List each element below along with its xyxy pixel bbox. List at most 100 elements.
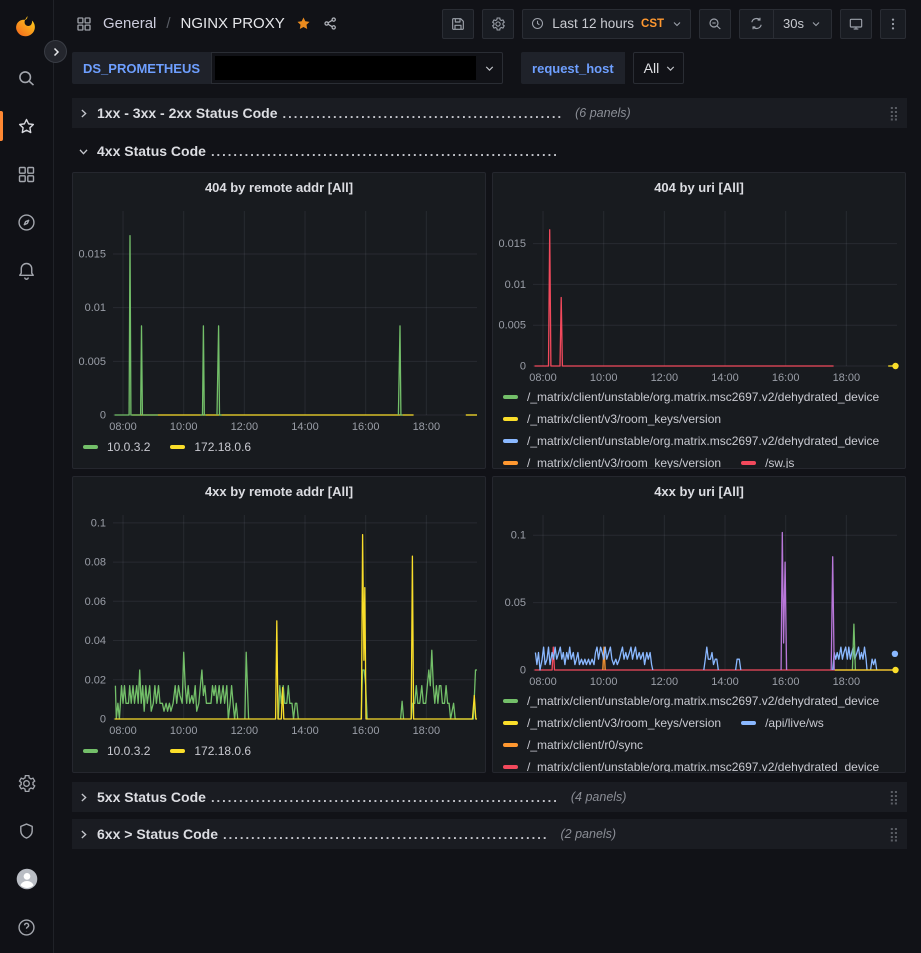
legend-item[interactable]: /_matrix/client/unstable/org.matrix.msc2… (503, 694, 879, 708)
legend-label: 172.18.0.6 (194, 744, 252, 758)
chart-canvas[interactable]: 08:00 10:00 12:00 14:00 16:00 18:00 0 0.05 0.1 (493, 505, 905, 690)
refresh-interval-picker[interactable]: 30s (773, 9, 831, 38)
sidebar-item-dashboards[interactable] (0, 150, 54, 198)
svg-text:0.04: 0.04 (85, 635, 106, 647)
panel-title[interactable]: 404 by uri [All] (654, 179, 744, 195)
legend-label: /_matrix/client/v3/room_keys/version (527, 716, 722, 730)
svg-text:16:00: 16:00 (772, 676, 800, 688)
legend-item[interactable]: /_matrix/client/v3/room_keys/version (503, 716, 721, 730)
panel-title[interactable]: 4xx by remote addr [All] (204, 483, 354, 499)
panel-title[interactable]: 4xx by uri [All] (654, 483, 744, 499)
row-header-4xx[interactable]: 4xx Status Code ........................… (72, 136, 907, 166)
breadcrumb-section[interactable]: General (103, 15, 157, 32)
svg-text:10:00: 10:00 (170, 421, 198, 433)
user-avatar (16, 868, 37, 890)
sidebar-item-profile[interactable] (0, 855, 54, 903)
svg-text:0.1: 0.1 (91, 517, 106, 529)
legend-item[interactable]: /_matrix/client/unstable/org.matrix.msc2… (503, 434, 879, 448)
row-drag-handle[interactable]: ⣿ (888, 105, 899, 121)
clock-icon (532, 17, 544, 30)
dashboard-title[interactable]: NGINX PROXY (180, 15, 285, 32)
legend-item[interactable]: 172.18.0.6 (170, 744, 251, 758)
svg-text:08:00: 08:00 (109, 421, 137, 433)
sidebar-item-explore[interactable] (0, 198, 54, 246)
chart-canvas[interactable]: 08:00 10:00 12:00 14:00 16:00 18:00 0 0.02 0.04 0… (73, 505, 485, 739)
svg-text:0.015: 0.015 (78, 248, 106, 260)
help-icon (18, 918, 35, 936)
chevron-right-icon (77, 107, 90, 120)
legend-row: /_matrix/client/unstable/org.matrix.msc2… (503, 430, 895, 452)
time-range-picker[interactable]: Last 12 hours CST (522, 8, 692, 39)
legend-label: 172.18.0.6 (194, 440, 252, 454)
legend-item[interactable]: /_matrix/client/r0/sync (503, 738, 643, 752)
gear-icon (18, 774, 36, 792)
row-panel-count: (6 panels) (575, 106, 631, 120)
chart-canvas[interactable]: 08:00 10:00 12:00 14:00 16:00 18:00 0 0.005 0.01… (73, 201, 485, 435)
row-header-6xx[interactable]: 6xx > Status Code ......................… (72, 819, 907, 849)
svg-text:0.05: 0.05 (505, 597, 526, 609)
search-icon (19, 70, 35, 86)
toolbar: Last 12 hours CST 30s (442, 8, 906, 39)
breadcrumb-separator: / (166, 15, 171, 32)
row-title-dots: ........................................… (210, 143, 559, 159)
legend-item[interactable]: 10.0.3.2 (83, 440, 150, 454)
sidebar-item-starred[interactable] (0, 102, 54, 150)
row-header-1xx-3xx-2xx[interactable]: 1xx - 3xx - 2xx Status Code ............… (72, 98, 907, 128)
sidebar-item-configuration[interactable] (0, 759, 54, 807)
sidebar-item-alerting[interactable] (0, 246, 54, 294)
row-drag-handle[interactable]: ⣿ (888, 789, 899, 805)
refresh-button-group: 30s (739, 8, 832, 39)
legend-item[interactable]: 10.0.3.2 (83, 744, 150, 758)
sidebar-expand-button[interactable] (44, 40, 67, 63)
legend-swatch (503, 743, 518, 747)
row-header-5xx[interactable]: 5xx Status Code ........................… (72, 782, 907, 812)
row-drag-handle[interactable]: ⣿ (888, 826, 899, 842)
legend-row: /_matrix/client/unstable/org.matrix.msc2… (503, 690, 895, 712)
top-nav: General / NGINX PROXY Last 12 hours CST (54, 0, 921, 47)
sidebar-item-search[interactable] (0, 54, 54, 102)
row-panel-count: (2 panels) (560, 827, 617, 841)
dashboard-settings-button[interactable] (482, 8, 515, 39)
panel: 404 by remote addr [All] 08:00 10:00 12:00 1… (72, 172, 486, 469)
save-button[interactable] (442, 8, 475, 39)
legend-item[interactable]: /_matrix/client/unstable/org.matrix.msc2… (503, 390, 879, 404)
cycle-view-mode-button[interactable] (840, 8, 872, 39)
zoom-out-button[interactable] (699, 8, 732, 39)
legend-item[interactable]: /_matrix/client/v3/room_keys/version (503, 412, 721, 426)
variable-request-host: request_host All (521, 52, 685, 84)
legend-row: 10.0.3.2 172.18.0.6 (83, 435, 475, 459)
legend-item[interactable]: 172.18.0.6 (170, 440, 251, 454)
panel-legend: /_matrix/client/unstable/org.matrix.msc2… (493, 386, 905, 468)
svg-text:0: 0 (520, 361, 526, 373)
panel-title[interactable]: 404 by remote addr [All] (204, 179, 354, 195)
legend-item[interactable]: /_matrix/client/v3/room_keys/version (503, 456, 721, 468)
legend-row: /_matrix/client/r0/sync (503, 734, 895, 756)
panel-legend: 10.0.3.2 172.18.0.6 (73, 739, 485, 763)
datasource-picker[interactable] (211, 52, 504, 84)
star-filled-icon[interactable] (295, 15, 312, 32)
svg-text:0: 0 (100, 410, 106, 422)
refresh-button[interactable] (740, 10, 773, 38)
legend-label: /_matrix/client/unstable/org.matrix.msc2… (527, 434, 880, 448)
more-options-button[interactable] (880, 8, 906, 39)
legend-item[interactable]: /api/live/ws (741, 716, 824, 730)
svg-text:0.005: 0.005 (78, 356, 106, 368)
sidebar-item-help[interactable] (0, 903, 54, 951)
legend-swatch (741, 721, 757, 725)
request-host-value: All (643, 60, 660, 76)
legend-row: /_matrix/client/unstable/org.matrix.msc2… (503, 386, 895, 408)
share-icon[interactable] (322, 15, 339, 32)
chevron-down-icon (812, 21, 820, 26)
chevron-right-icon (53, 47, 59, 56)
chart-canvas[interactable]: 08:00 10:00 12:00 14:00 16:00 18:00 0 0.005 0.01… (493, 201, 905, 386)
apps-icon (18, 166, 35, 182)
refresh-interval-label: 30s (783, 16, 804, 31)
request-host-picker[interactable]: All (632, 52, 685, 84)
chevron-right-icon (77, 828, 90, 841)
grafana-logo[interactable] (0, 0, 54, 54)
legend-item[interactable]: /_matrix/client/unstable/org.matrix.msc2… (503, 760, 879, 772)
legend-swatch (83, 749, 98, 753)
svg-text:14:00: 14:00 (291, 725, 319, 737)
sidebar-item-server-admin[interactable] (0, 807, 54, 855)
legend-item[interactable]: /sw.js (741, 456, 794, 468)
